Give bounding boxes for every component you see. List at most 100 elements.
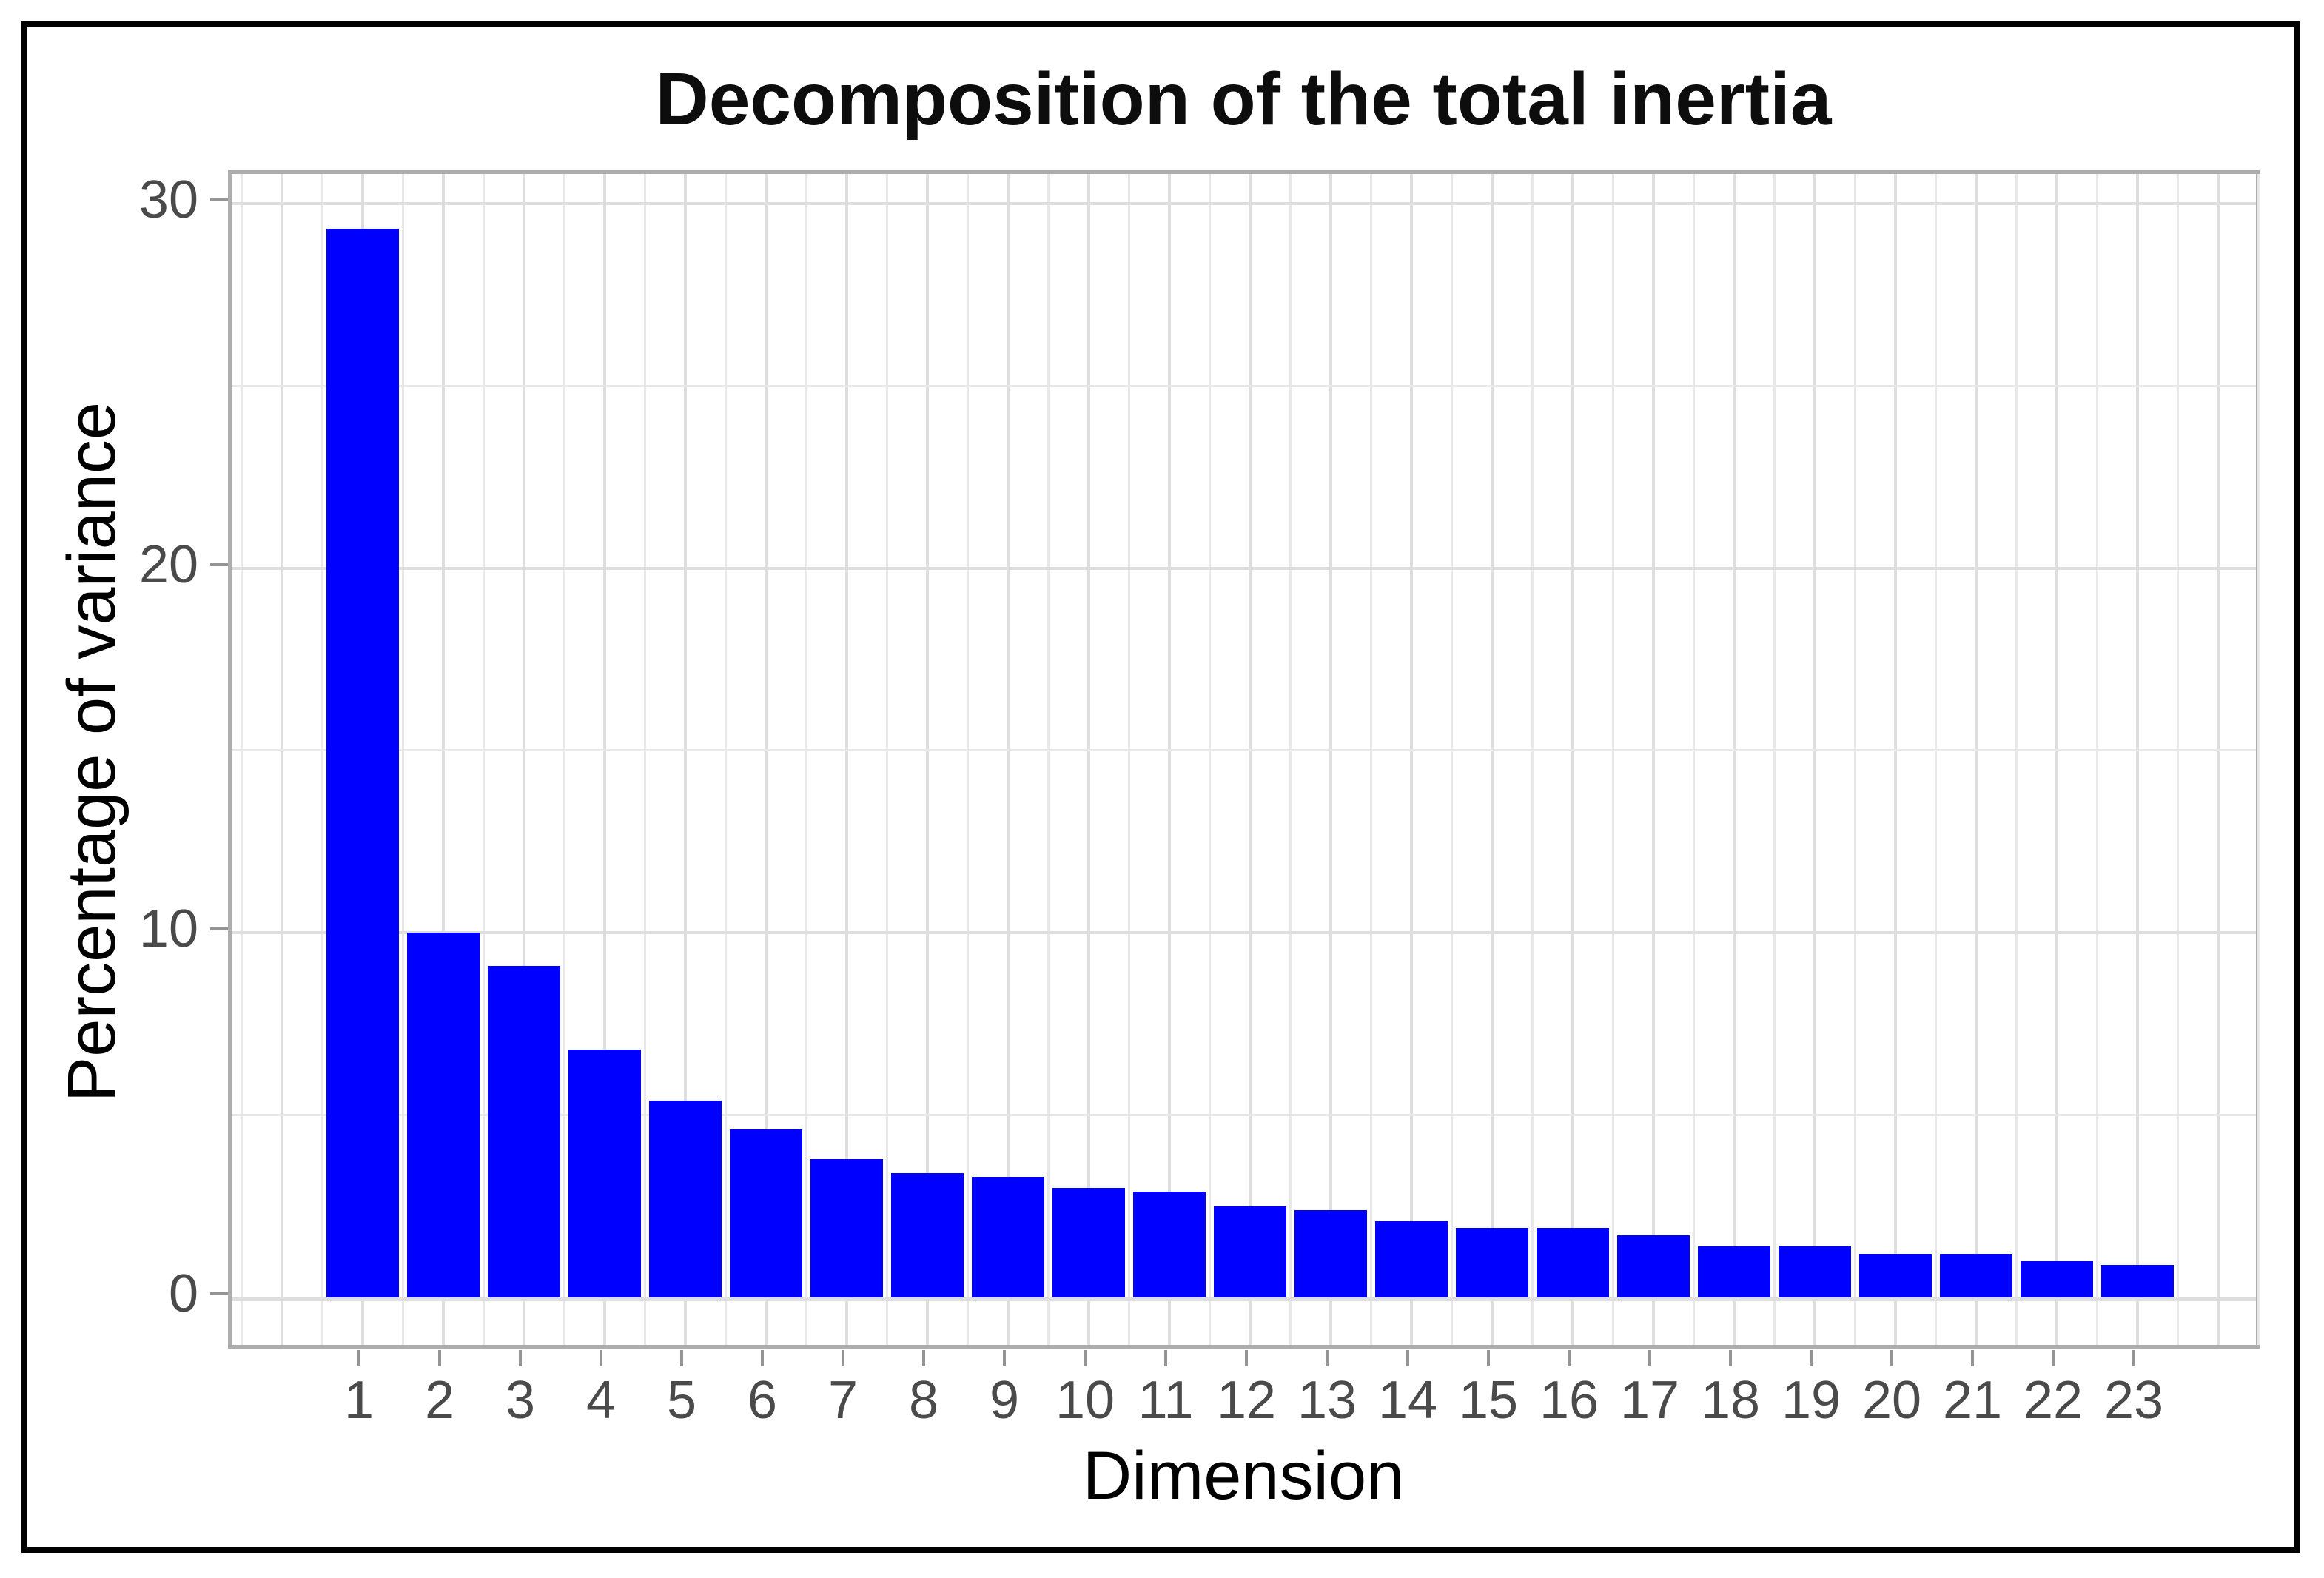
x-major-gridline — [2136, 174, 2139, 1345]
y-axis-title: Percentage of variance — [54, 401, 130, 1103]
x-minor-gridline — [1612, 174, 1614, 1345]
x-tick-label: 8 — [908, 1371, 939, 1430]
bar-dimension-11 — [1133, 1192, 1206, 1297]
x-minor-gridline — [1128, 174, 1130, 1345]
x-major-gridline — [926, 174, 929, 1345]
x-major-gridline — [1894, 174, 1897, 1345]
plot-panel — [228, 170, 2260, 1349]
x-minor-gridline — [483, 174, 485, 1345]
x-major-gridline — [765, 174, 768, 1345]
x-tick-label: 18 — [1700, 1371, 1761, 1430]
x-tick-label: 1 — [343, 1371, 375, 1430]
x-tick-label: 13 — [1297, 1371, 1357, 1430]
x-minor-gridline — [1370, 174, 1372, 1345]
x-tick-mark — [519, 1350, 522, 1366]
y-tick-label: 30 — [138, 169, 198, 229]
x-axis-title: Dimension — [1082, 1438, 1405, 1514]
bar-dimension-17 — [1617, 1235, 1690, 1297]
x-minor-gridline — [2096, 174, 2098, 1345]
x-major-gridline — [1007, 174, 1010, 1345]
x-tick-mark — [1890, 1350, 1893, 1366]
x-tick-label: 17 — [1619, 1371, 1680, 1430]
x-tick-label: 11 — [1138, 1371, 1194, 1430]
x-tick-mark — [1568, 1350, 1571, 1366]
x-tick-label: 6 — [747, 1371, 778, 1430]
y-tick-label: 0 — [168, 1264, 198, 1323]
x-major-gridline — [1329, 174, 1332, 1345]
x-tick-mark — [1810, 1350, 1813, 1366]
x-minor-gridline — [1935, 174, 1937, 1345]
x-tick-label: 2 — [424, 1371, 455, 1430]
y-minor-gridline — [232, 1114, 2256, 1117]
x-tick-mark — [1648, 1350, 1651, 1366]
x-major-gridline — [2055, 174, 2058, 1345]
bar-dimension-6 — [730, 1129, 802, 1297]
x-minor-gridline — [2015, 174, 2018, 1345]
y-major-gridline — [232, 931, 2256, 935]
bar-dimension-3 — [488, 965, 560, 1297]
bar-dimension-23 — [2101, 1264, 2174, 1297]
x-tick-mark — [438, 1350, 441, 1366]
x-tick-label: 9 — [989, 1371, 1020, 1430]
x-tick-mark — [1326, 1350, 1329, 1366]
y-tick-mark — [210, 927, 228, 931]
bar-dimension-13 — [1294, 1209, 1367, 1297]
x-tick-label: 5 — [666, 1371, 697, 1430]
bar-dimension-5 — [649, 1100, 722, 1297]
x-major-gridline — [603, 174, 606, 1345]
bar-dimension-4 — [568, 1049, 641, 1297]
x-tick-label: 7 — [827, 1371, 859, 1430]
x-minor-gridline — [1693, 174, 1695, 1345]
chart-title: Decomposition of the total inertia — [655, 58, 1832, 141]
x-tick-mark — [1084, 1350, 1087, 1366]
bar-dimension-14 — [1375, 1221, 1448, 1297]
x-minor-gridline — [1773, 174, 1776, 1345]
y-major-gridline — [232, 566, 2256, 570]
x-tick-mark — [1003, 1350, 1006, 1366]
x-major-gridline — [1491, 174, 1494, 1345]
x-tick-mark — [600, 1350, 602, 1366]
x-minor-gridline — [1047, 174, 1050, 1345]
x-major-gridline — [1087, 174, 1090, 1345]
x-tick-label: 14 — [1377, 1371, 1438, 1430]
x-major-gridline — [1813, 174, 1816, 1345]
x-major-gridline — [1733, 174, 1736, 1345]
bar-dimension-20 — [1859, 1253, 1932, 1297]
x-minor-gridline — [725, 174, 727, 1345]
bar-dimension-9 — [972, 1177, 1044, 1297]
x-major-gridline — [281, 174, 283, 1345]
x-major-gridline — [523, 174, 525, 1345]
x-tick-label: 4 — [585, 1371, 617, 1430]
x-minor-gridline — [805, 174, 807, 1345]
x-major-gridline — [1410, 174, 1413, 1345]
x-major-gridline — [1652, 174, 1655, 1345]
x-major-gridline — [845, 174, 848, 1345]
y-major-gridline — [232, 1297, 2256, 1301]
y-tick-mark — [210, 563, 228, 566]
bar-dimension-15 — [1456, 1228, 1528, 1297]
y-tick-label: 10 — [138, 899, 198, 959]
bar-dimension-12 — [1214, 1206, 1286, 1297]
x-tick-label: 23 — [2103, 1371, 2164, 1430]
x-minor-gridline — [1854, 174, 1856, 1345]
x-tick-mark — [1245, 1350, 1248, 1366]
bar-dimension-19 — [1779, 1246, 1851, 1297]
bar-dimension-1 — [326, 229, 399, 1297]
x-major-gridline — [442, 174, 445, 1345]
x-tick-mark — [761, 1350, 764, 1366]
bar-dimension-16 — [1537, 1228, 1609, 1297]
x-tick-label: 15 — [1458, 1371, 1519, 1430]
x-tick-mark — [922, 1350, 925, 1366]
x-tick-mark — [1487, 1350, 1490, 1366]
x-minor-gridline — [644, 174, 646, 1345]
bar-dimension-10 — [1052, 1188, 1125, 1297]
x-minor-gridline — [1531, 174, 1534, 1345]
x-tick-label: 19 — [1781, 1371, 1841, 1430]
x-minor-gridline — [2257, 174, 2260, 1345]
x-minor-gridline — [321, 174, 323, 1345]
x-tick-label: 20 — [1861, 1371, 1922, 1430]
x-major-gridline — [1975, 174, 1978, 1345]
x-minor-gridline — [2177, 174, 2179, 1345]
x-tick-label: 12 — [1216, 1371, 1277, 1430]
x-tick-mark — [1406, 1350, 1409, 1366]
